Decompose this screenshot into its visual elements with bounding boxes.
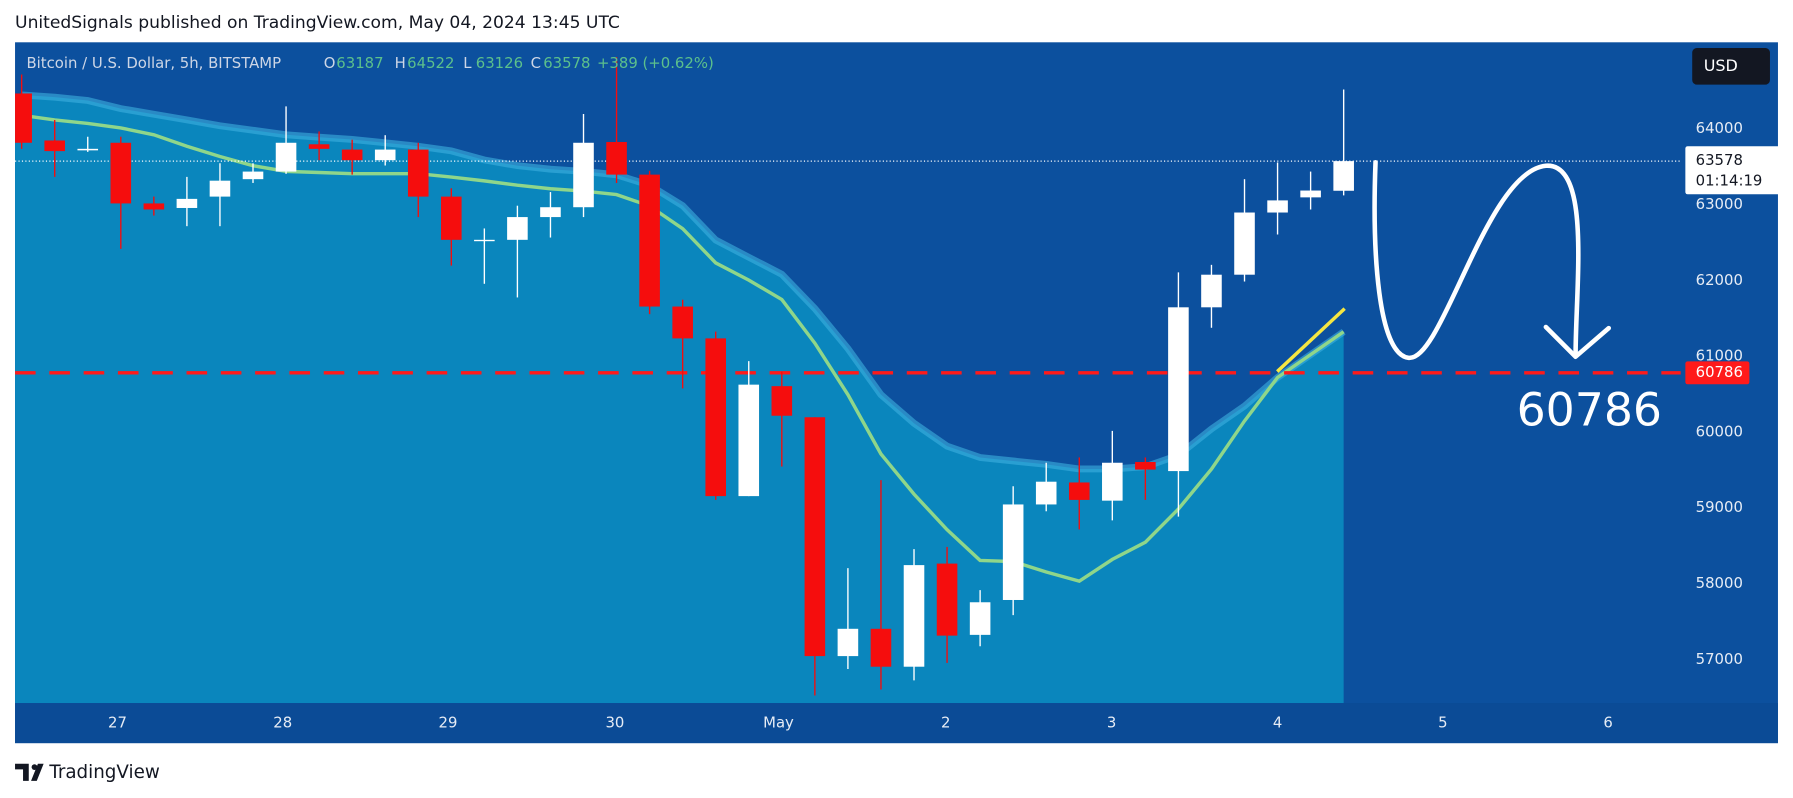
candle-body xyxy=(143,203,165,210)
candle-body xyxy=(209,180,231,197)
candle-body xyxy=(1135,461,1156,470)
candle-body xyxy=(1201,274,1222,308)
candle-body xyxy=(837,628,859,657)
candle-body xyxy=(374,149,396,161)
legend-value: 63187 xyxy=(336,54,383,72)
candle-body xyxy=(308,144,330,149)
price-tag xyxy=(1685,146,1786,195)
y-tick-label: 57000 xyxy=(1696,650,1743,668)
time-axis xyxy=(15,703,1778,744)
published-line: UnitedSignals published on TradingView.c… xyxy=(15,13,620,33)
x-tick-label: 2 xyxy=(941,714,950,732)
candle-body xyxy=(1168,307,1189,472)
x-tick-label: 3 xyxy=(1107,714,1116,732)
candle-body xyxy=(771,386,793,416)
legend-key: L xyxy=(463,54,472,72)
candle-body xyxy=(341,149,363,161)
legend-value: 63578 xyxy=(543,54,590,72)
candle-body xyxy=(903,565,925,667)
projection-arrow xyxy=(1372,160,1581,361)
legend-value: 64522 xyxy=(407,54,454,72)
x-tick-label: 30 xyxy=(605,714,624,732)
candle-body xyxy=(804,417,826,657)
candle-body xyxy=(738,384,760,497)
candle-body xyxy=(441,196,462,240)
plot xyxy=(15,57,1681,704)
x-tick-label: 28 xyxy=(273,714,292,732)
candle-body xyxy=(15,93,32,143)
x-tick-label: 6 xyxy=(1603,714,1612,732)
candle-body xyxy=(606,142,627,175)
candle-body xyxy=(507,217,528,240)
candle-body xyxy=(870,628,892,667)
candle-body xyxy=(1002,504,1024,600)
candle-body xyxy=(969,602,991,635)
brand-logo xyxy=(15,763,44,781)
y-tick-label: 62000 xyxy=(1696,271,1743,289)
x-tick-label: 27 xyxy=(108,714,127,732)
candle-body xyxy=(275,142,297,172)
candle-body xyxy=(77,148,99,151)
candle-body xyxy=(540,207,561,218)
x-tick-label: May xyxy=(763,714,794,732)
candle-body xyxy=(407,149,429,197)
currency-label[interactable]: USD xyxy=(1704,56,1738,75)
candle-body xyxy=(705,338,726,497)
y-tick-label: 61000 xyxy=(1696,347,1743,365)
arrow-head xyxy=(1543,324,1612,359)
candle-body xyxy=(573,142,594,208)
level-tag-value: 60786 xyxy=(1696,363,1743,381)
legend-key: H xyxy=(395,54,406,72)
candle-body xyxy=(1300,190,1321,198)
candle-body xyxy=(639,174,660,307)
candle-body xyxy=(1068,482,1090,500)
candle-body xyxy=(936,563,958,636)
brand-logo-dot xyxy=(31,764,38,770)
x-tick-label: 4 xyxy=(1273,714,1282,732)
y-tick-label: 63000 xyxy=(1696,195,1743,213)
line xyxy=(21,113,1345,583)
candle-body xyxy=(1234,212,1255,275)
legend-change: +389 (+0.62%) xyxy=(597,54,714,72)
legend-key: C xyxy=(531,54,541,72)
x-tick-label: 29 xyxy=(439,714,458,732)
chart-title: Bitcoin / U.S. Dollar, 5h, BITSTAMP xyxy=(26,54,281,72)
overlay: 57000 58000 59000 60000 61000 62000 63000 64000… xyxy=(26,54,1786,732)
candle-body xyxy=(44,140,65,152)
band-edge xyxy=(21,91,1346,473)
y-tick-label: 58000 xyxy=(1696,574,1743,592)
y-tick-label: 59000 xyxy=(1696,498,1743,516)
candle-body xyxy=(1035,481,1057,505)
brand: TradingView xyxy=(48,762,160,783)
candle-body xyxy=(672,306,693,339)
level-annotation: 60786 xyxy=(1517,383,1662,436)
candle-body xyxy=(110,142,132,204)
level-tag xyxy=(1685,361,1750,385)
currency-button[interactable] xyxy=(1692,48,1770,85)
y-tick-label: 64000 xyxy=(1696,119,1743,137)
legend-value: 63126 xyxy=(476,54,523,72)
y-tick-label: 60000 xyxy=(1696,422,1743,440)
price-tag-countdown: 01:14:19 xyxy=(1696,172,1763,190)
x-tick-label: 5 xyxy=(1438,714,1447,732)
legend-key: O xyxy=(324,54,336,72)
candle-body xyxy=(176,198,198,208)
candle-body xyxy=(242,171,264,180)
candle-body xyxy=(1333,161,1354,191)
candle-body xyxy=(1102,462,1123,501)
candle-body xyxy=(1267,200,1288,213)
trend-line xyxy=(1276,307,1346,373)
candle-body xyxy=(474,239,495,242)
price-tag-value: 63578 xyxy=(1696,151,1743,169)
